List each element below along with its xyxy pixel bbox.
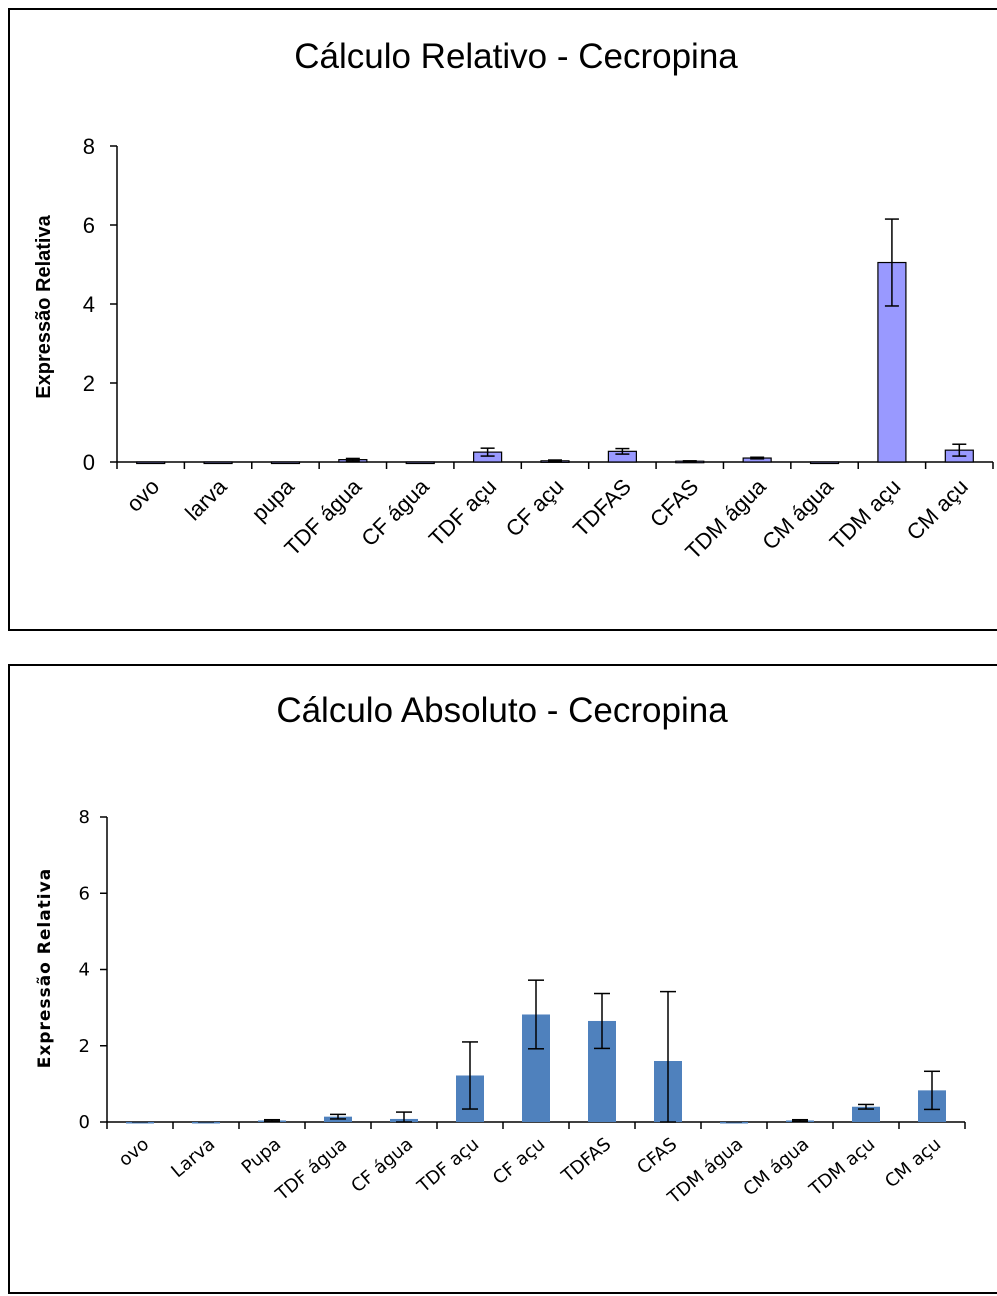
x-tick-label: pupa bbox=[247, 473, 300, 526]
absolute-chart-svg: Cálculo Absoluto - Cecropina Expressão Re… bbox=[35, 691, 966, 1209]
y-tick-label: 0 bbox=[83, 450, 95, 475]
bar bbox=[852, 1106, 880, 1122]
x-tick-label: CM açu bbox=[902, 474, 973, 545]
y-axis-label: Expressão Relativa bbox=[33, 214, 55, 398]
relative-chart-svg: Cálculo Relativo - Cecropina Expressão Re… bbox=[33, 37, 994, 564]
x-tick-label: CM água bbox=[739, 1134, 813, 1201]
bar bbox=[192, 1122, 220, 1124]
y-tick-label: 4 bbox=[83, 292, 95, 317]
y-tick-label: 2 bbox=[83, 371, 95, 396]
y-tick-label: 2 bbox=[79, 1036, 90, 1057]
chart-panel-relative: Cálculo Relativo - Cecropina Expressão Re… bbox=[8, 8, 997, 631]
x-tick-label: CFAS bbox=[633, 1134, 681, 1179]
x-tick-label: CF água bbox=[347, 1134, 417, 1197]
x-tick-label: TDM açu bbox=[805, 1134, 879, 1201]
x-tick-label: larva bbox=[180, 473, 232, 525]
chart-panel-absolute: Cálculo Absoluto - Cecropina Expressão Re… bbox=[8, 664, 997, 1294]
y-axis-label: Expressão Relativa bbox=[35, 868, 55, 1068]
bar bbox=[720, 1122, 748, 1124]
x-tick-label: ovo bbox=[121, 474, 164, 517]
y-tick-label: 4 bbox=[79, 960, 90, 981]
x-tick-label: CM açu bbox=[881, 1134, 945, 1193]
y-tick-label: 8 bbox=[79, 807, 90, 828]
x-tick-label: CFAS bbox=[645, 474, 703, 532]
x-tick-label: Pupa bbox=[238, 1134, 286, 1179]
x-tick-label: ovo bbox=[115, 1134, 154, 1171]
y-tick-label: 0 bbox=[79, 1112, 90, 1133]
x-tick-label: CF açu bbox=[489, 1134, 549, 1189]
y-tick-label: 6 bbox=[83, 213, 95, 238]
x-tick-label: Larva bbox=[167, 1134, 219, 1182]
chart-title: Cálculo Absoluto - Cecropina bbox=[276, 691, 728, 730]
y-tick-label: 6 bbox=[79, 883, 90, 904]
x-tick-label: TDFAS bbox=[568, 474, 636, 542]
y-tick-label: 8 bbox=[83, 134, 95, 159]
x-tick-label: CF açu bbox=[501, 474, 569, 542]
bar bbox=[126, 1122, 154, 1124]
chart-title: Cálculo Relativo - Cecropina bbox=[294, 37, 738, 76]
x-tick-label: CM água bbox=[757, 473, 838, 554]
x-tick-label: TDF açu bbox=[413, 1134, 483, 1198]
x-tick-label: TDF açu bbox=[424, 474, 501, 551]
x-tick-label: CF água bbox=[356, 473, 434, 551]
x-tick-label: TDFAS bbox=[557, 1134, 615, 1188]
x-tick-label: TDF água bbox=[271, 1134, 351, 1206]
x-tick-label: TDM açu bbox=[825, 474, 906, 555]
